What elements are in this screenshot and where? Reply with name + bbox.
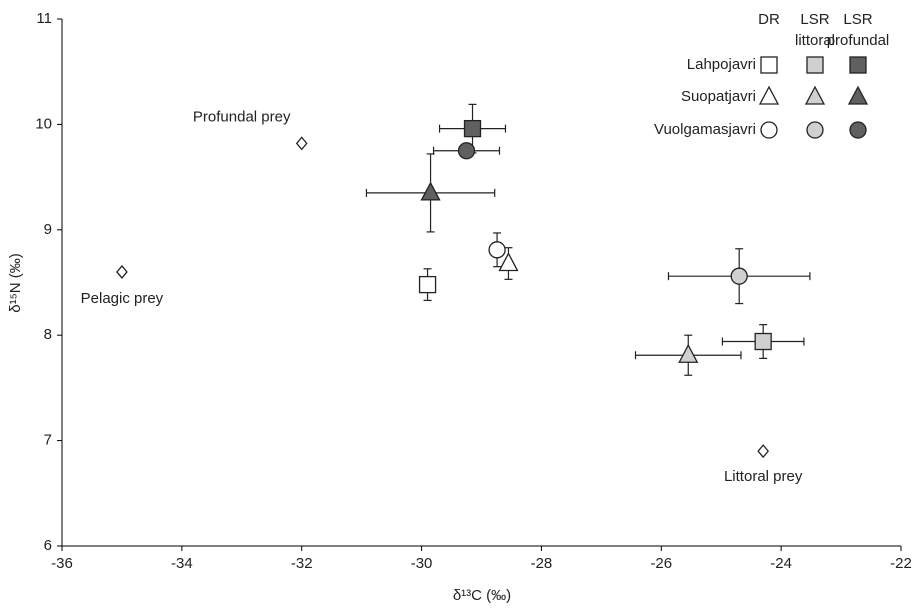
- x-tick-label: -24: [770, 555, 792, 572]
- legend-label: Suopatjavri: [681, 88, 756, 105]
- point: [754, 332, 772, 351]
- legend-marker: [758, 85, 780, 105]
- point: [488, 241, 506, 259]
- legend-marker: [806, 121, 824, 139]
- prey-label: Pelagic prey: [81, 290, 164, 307]
- prey-point: [295, 136, 308, 151]
- y-tick-label: 8: [44, 326, 52, 343]
- y-tick-label: 10: [35, 115, 52, 132]
- legend-header: littoral: [795, 32, 835, 49]
- prey-point: [757, 444, 770, 459]
- legend-header: profundal: [827, 32, 890, 49]
- y-tick-label: 11: [36, 10, 52, 27]
- point: [418, 275, 437, 294]
- y-axis-label: δ¹⁵N (‰): [7, 253, 24, 313]
- point: [498, 252, 519, 272]
- x-tick-label: -28: [531, 555, 553, 572]
- prey-label: Profundal prey: [193, 108, 291, 125]
- legend-marker: [847, 85, 869, 105]
- x-tick-label: -26: [650, 555, 672, 572]
- y-tick-label: 6: [44, 537, 52, 554]
- point: [463, 119, 482, 138]
- legend-marker: [760, 56, 778, 74]
- x-axis-label: δ¹³C (‰): [453, 587, 511, 604]
- point: [678, 343, 699, 363]
- x-tick-label: -22: [890, 555, 912, 572]
- point: [730, 267, 748, 285]
- legend-marker: [849, 56, 867, 74]
- legend-label: Vuolgamasjavri: [654, 121, 756, 138]
- legend-label: Lahpojavri: [687, 56, 756, 73]
- y-tick-label: 9: [44, 221, 52, 238]
- x-tick-label: -30: [411, 555, 433, 572]
- legend-header: LSR: [843, 11, 872, 28]
- legend-marker: [806, 56, 824, 74]
- legend-marker: [760, 121, 778, 139]
- y-tick-label: 7: [44, 432, 52, 449]
- legend-header: LSR: [800, 11, 829, 28]
- legend-marker: [804, 85, 826, 105]
- x-tick-label: -36: [51, 555, 73, 572]
- prey-label: Littoral prey: [724, 468, 803, 485]
- point: [457, 142, 476, 160]
- legend-marker: [849, 121, 867, 139]
- x-tick-label: -32: [291, 555, 313, 572]
- legend-header: DR: [758, 11, 780, 28]
- x-tick-label: -34: [171, 555, 193, 572]
- point: [420, 181, 441, 201]
- prey-point: [116, 264, 128, 279]
